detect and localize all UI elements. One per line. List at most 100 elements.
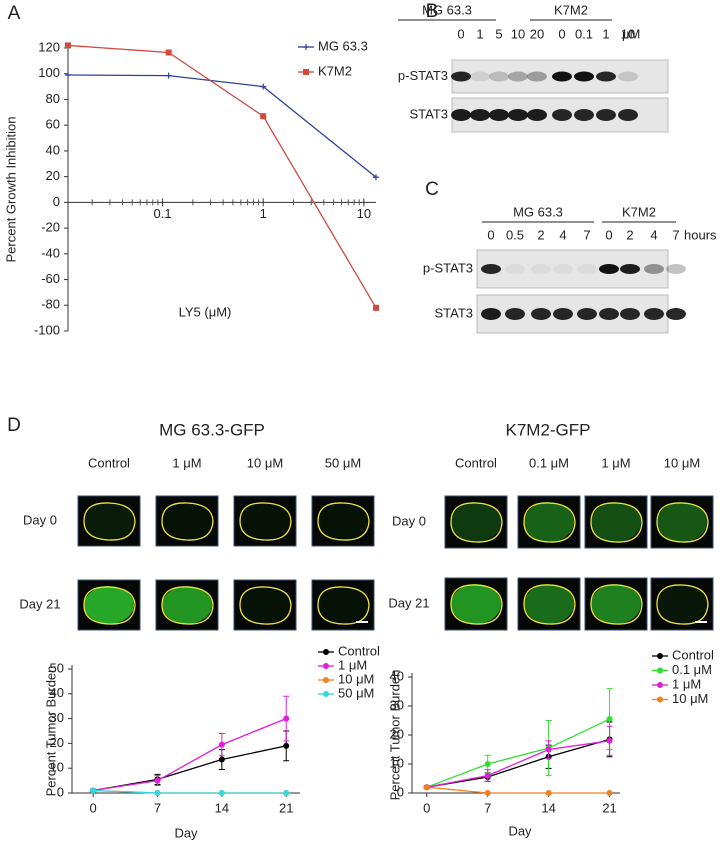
blot-band [527, 71, 547, 82]
blot-band [577, 308, 597, 320]
marker [545, 790, 552, 796]
tumor-outline [83, 502, 136, 541]
blot-band [574, 71, 594, 82]
marker [90, 787, 97, 794]
lane-label: 10 [621, 26, 635, 41]
x-tick-label: 0.1 [154, 206, 172, 221]
blot-band [552, 109, 572, 121]
blot-band [553, 264, 573, 274]
marker [260, 83, 267, 90]
y-tick-label: 10 [390, 755, 404, 770]
legend-label: 10 μM [672, 691, 708, 706]
series-line [426, 718, 610, 788]
x-tick-label: 10 [357, 206, 371, 221]
tumor-outline [590, 584, 643, 625]
tumor-signal [240, 586, 290, 624]
blot-band [489, 71, 509, 82]
tumor-signal [591, 502, 641, 542]
y-axis-label: Percent Growth Inhibition [3, 117, 18, 263]
x-tick-label: 7 [154, 800, 161, 815]
x-axis-label: Day [508, 823, 532, 838]
marker [657, 653, 663, 659]
blot-band [644, 264, 664, 274]
y-tick-label: -80 [41, 297, 60, 312]
y-tick-label: 30 [390, 697, 404, 712]
lane-label: 7 [672, 227, 679, 242]
image-frame [517, 495, 581, 549]
blot-band [527, 109, 547, 121]
tumor-outline [450, 584, 503, 625]
tumor-outline [83, 586, 136, 625]
lane-label: 7 [583, 227, 590, 242]
marker [165, 49, 172, 56]
y-tick-label: -40 [41, 245, 60, 260]
series-line [426, 786, 610, 794]
tumor-outline [450, 502, 503, 543]
marker [484, 761, 491, 767]
lane-label: 4 [650, 227, 657, 242]
y-tick-label: 30 [50, 710, 64, 725]
marker [373, 304, 379, 311]
row-label: Day 0 [392, 513, 426, 528]
tumor-signal [451, 584, 501, 624]
marker [657, 682, 663, 688]
blot-group-label: MG 63.3 [513, 204, 563, 219]
y-axis-label: Percent Tumor Burden [387, 670, 402, 801]
lane-unit: μM [622, 26, 640, 41]
y-tick-label: 120 [38, 39, 60, 54]
blot-row-label: p-STAT3 [423, 260, 473, 275]
tumor-signal [240, 502, 290, 540]
legend-label: 1 μM [672, 676, 701, 691]
image-frame [233, 579, 297, 631]
x-tick-label: 0 [423, 800, 430, 815]
legend-label: Control [672, 647, 714, 662]
x-tick-label: 0 [90, 800, 97, 815]
blot-band [505, 264, 525, 274]
tumor-outline [161, 502, 214, 541]
x-axis-label: Day [174, 825, 198, 840]
tumor-outline [656, 584, 709, 625]
blot-band [577, 264, 597, 274]
tumor-outline [317, 502, 370, 541]
y-tick-label: 100 [38, 65, 60, 80]
y-tick-label: 60 [46, 117, 60, 132]
marker [323, 649, 329, 655]
marker [283, 742, 290, 749]
marker [323, 663, 329, 669]
marker [303, 44, 309, 50]
legend-label: MG 63.3 [318, 38, 368, 53]
blot-band [481, 308, 501, 320]
row-label: Day 21 [19, 596, 60, 611]
image-frame [311, 495, 375, 547]
marker [154, 790, 161, 796]
lane-label: 0.1 [575, 26, 593, 41]
tumor-signal [657, 502, 707, 542]
series-line [426, 740, 610, 788]
y-tick-label: 80 [46, 91, 60, 106]
marker [606, 716, 613, 723]
blot-band [508, 109, 528, 121]
y-tick-label: 20 [46, 168, 60, 183]
blot-band [505, 308, 525, 320]
legend-label: 10 μM [338, 671, 374, 686]
blot-band [470, 71, 490, 82]
tumor-signal [162, 502, 212, 540]
y-tick-label: 40 [46, 142, 60, 157]
marker [484, 790, 491, 796]
image-frame [77, 495, 141, 547]
marker [606, 790, 613, 796]
image-frame [444, 495, 508, 549]
row-label: Day 0 [23, 512, 57, 527]
marker [373, 174, 379, 181]
tumor-signal [657, 584, 707, 624]
legend-label: 0.1 μM [672, 662, 712, 677]
imaging-title: MG 63.3-GFP [159, 420, 265, 439]
tumor-outline [239, 502, 292, 541]
y-tick-label: 50 [50, 660, 64, 675]
lane-label: 5 [495, 26, 502, 41]
panel-label: B [426, 1, 439, 22]
blot-group-label: MG 63.3 [422, 2, 472, 17]
blot-band [596, 109, 616, 121]
blot-band [666, 264, 686, 274]
